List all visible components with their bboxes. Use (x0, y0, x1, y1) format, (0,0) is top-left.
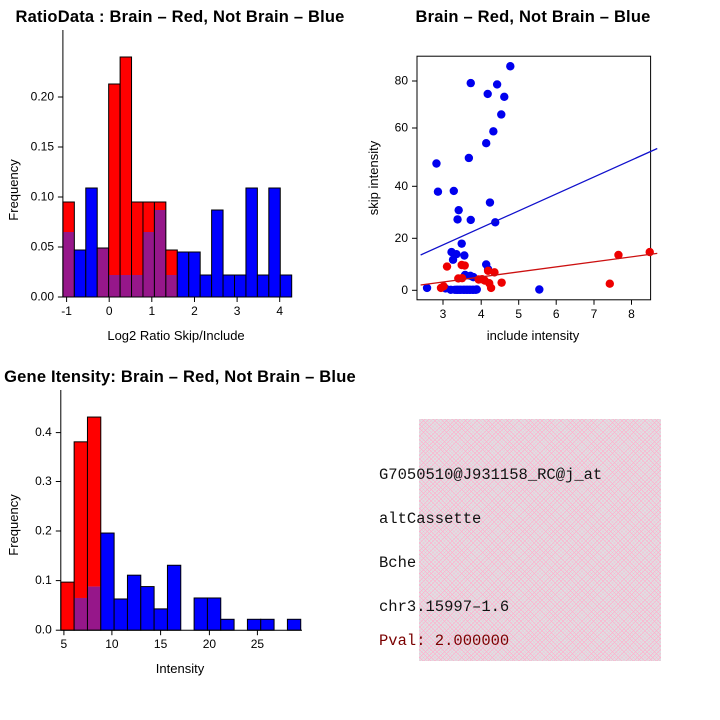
svg-text:20: 20 (395, 231, 409, 245)
svg-text:1: 1 (148, 304, 155, 318)
svg-text:0: 0 (401, 283, 408, 297)
svg-text:skip intensity: skip intensity (366, 140, 381, 215)
svg-text:8: 8 (628, 307, 635, 321)
svg-text:40: 40 (395, 179, 409, 193)
svg-text:0.20: 0.20 (31, 90, 55, 104)
svg-text:RatioData : Brain – Red, Not B: RatioData : Brain – Red, Not Brain – Blu… (15, 8, 344, 26)
svg-text:10: 10 (105, 637, 119, 651)
svg-text:0.10: 0.10 (31, 190, 55, 204)
svg-text:3: 3 (234, 304, 241, 318)
svg-text:0: 0 (106, 304, 113, 318)
svg-text:3: 3 (440, 307, 447, 321)
svg-text:0.3: 0.3 (35, 474, 52, 488)
svg-text:60: 60 (395, 121, 409, 135)
svg-text:2: 2 (191, 304, 198, 318)
svg-text:15: 15 (154, 637, 168, 651)
svg-text:include intensity: include intensity (487, 328, 580, 343)
svg-text:0.1: 0.1 (35, 573, 52, 587)
svg-text:0.4: 0.4 (35, 425, 52, 439)
svg-text:25: 25 (251, 637, 265, 651)
svg-text:4: 4 (478, 307, 485, 321)
svg-text:0.00: 0.00 (31, 290, 55, 304)
svg-text:20: 20 (203, 637, 217, 651)
svg-text:80: 80 (395, 74, 409, 88)
svg-text:Frequency: Frequency (6, 494, 21, 556)
svg-text:6: 6 (553, 307, 560, 321)
svg-text:4: 4 (276, 304, 283, 318)
svg-text:0.05: 0.05 (31, 240, 55, 254)
svg-text:Log2 Ratio Skip/Include: Log2 Ratio Skip/Include (107, 328, 244, 343)
svg-text:-1: -1 (61, 304, 72, 318)
svg-text:Frequency: Frequency (6, 159, 21, 221)
svg-text:Brain – Red, Not Brain – Blue: Brain – Red, Not Brain – Blue (415, 8, 650, 26)
svg-text:5: 5 (515, 307, 522, 321)
svg-text:5: 5 (61, 637, 68, 651)
svg-text:7: 7 (591, 307, 598, 321)
svg-text:0.2: 0.2 (35, 524, 52, 538)
svg-text:0.0: 0.0 (35, 623, 52, 637)
svg-text:0.15: 0.15 (31, 140, 55, 154)
svg-text:Intensity: Intensity (156, 661, 205, 676)
svg-text:Gene Itensity: Brain – Red, No: Gene Itensity: Brain – Red, Not Brain – … (4, 368, 356, 386)
